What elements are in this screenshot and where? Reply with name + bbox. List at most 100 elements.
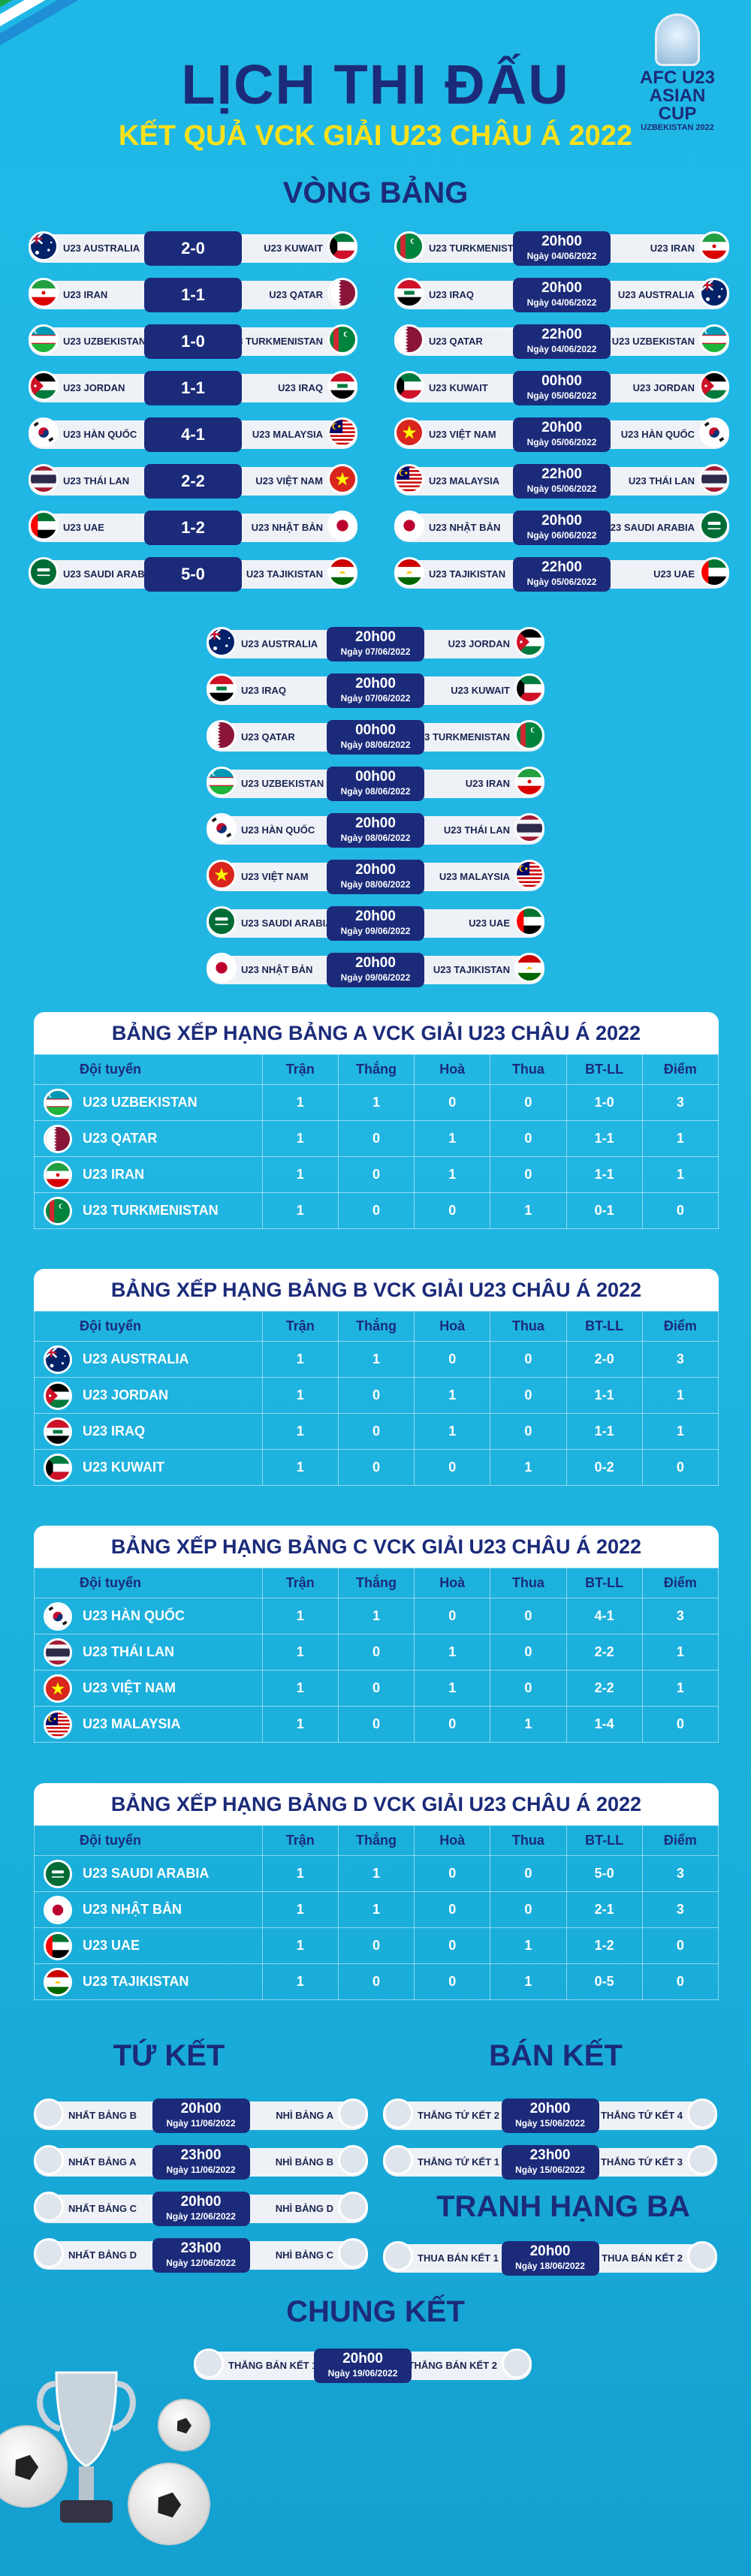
stat-l: 0 (490, 1120, 567, 1157)
result-row[interactable]: U23 UAE U23 NHẬT BẢN 1-2 (29, 511, 357, 545)
fixture-row[interactable]: U23 IRAQ U23 AUSTRALIA 20h00 Ngày 04/06/202… (394, 278, 729, 312)
team-cell: U23 IRAN (34, 1156, 263, 1193)
semifinal-row[interactable]: THẮNG TỨ KẾT 1 THẮNG TỨ KẾT 3 23h00 Ngày 15… (383, 2145, 717, 2180)
away-team-name: U23 UAE (469, 917, 510, 929)
fixture-row[interactable]: U23 KUWAIT U23 JORDAN 00h00 Ngày 05/06/2022 (394, 371, 729, 405)
standings-table: BẢNG XẾP HẠNG BẢNG B VCK GIẢI U23 CHÂU Á… (34, 1269, 719, 1486)
fixture-row[interactable]: U23 QATAR U23 UZBEKISTAN 22h00 Ngày 04/06/2… (394, 324, 729, 359)
standings-title: BẢNG XẾP HẠNG BẢNG D VCK GIẢI U23 CHÂU Á… (34, 1783, 719, 1825)
result-row[interactable]: U23 HÀN QUỐC U23 MALAYSIA 4-1 (29, 417, 357, 452)
tajikistan-flag-icon (327, 557, 357, 587)
home-team-name: U23 UZBEKISTAN (241, 778, 324, 789)
fixture-row[interactable]: U23 IRAQ U23 KUWAIT 20h00 Ngày 07/06/2022 (207, 673, 544, 708)
result-row[interactable]: U23 SAUDI ARABIA U23 TAJIKISTAN 5-0 (29, 557, 357, 592)
final-row[interactable]: THẮNG BÁN KẾT 1 THẮNG BÁN KẾT 2 20h00 Ngày … (194, 2349, 532, 2383)
fixture-row[interactable]: U23 VIỆT NAM U23 MALAYSIA 20h00 Ngày 08/06/… (207, 860, 544, 894)
team-cell: U23 MALAYSIA (34, 1706, 263, 1743)
fixture-row[interactable]: U23 UZBEKISTAN U23 IRAN 00h00 Ngày 08/06/20… (207, 767, 544, 801)
kickoff-time: 22h00 (541, 327, 582, 342)
column-header: Đội tuyển (34, 1568, 263, 1598)
third-place-row[interactable]: THUA BÁN KẾT 1 THUA BÁN KẾT 2 20h00 Ngày 18… (383, 2241, 717, 2276)
stat-d: 1 (414, 1413, 491, 1450)
result-row[interactable]: U23 UZBEKISTAN U23 TURKMENISTAN 1-0 (29, 324, 357, 359)
fixture-row[interactable]: U23 TURKMENISTAN U23 IRAN 20h00 Ngày 04/06/… (394, 231, 729, 266)
kickoff-date: Ngày 07/06/2022 (340, 646, 411, 657)
away-slot: NHÌ BẢNG C (275, 2249, 333, 2261)
standings-table: BẢNG XẾP HẠNG BẢNG A VCK GIẢI U23 CHÂU Á… (34, 1012, 719, 1229)
fixture-row[interactable]: U23 HÀN QUỐC U23 THÁI LAN 20h00 Ngày 08/06/… (207, 813, 544, 848)
uzbekistan-flag-icon (207, 767, 237, 797)
fixture-row[interactable]: U23 TAJIKISTAN U23 UAE 22h00 Ngày 05/06/202… (394, 557, 729, 592)
fixture-row[interactable]: U23 QATAR U23 TURKMENISTAN 00h00 Ngày 08/06… (207, 720, 544, 755)
home-team-name: U23 UZBEKISTAN (63, 336, 146, 347)
table-row: U23 THÁI LAN 1 0 1 0 2-2 1 (34, 1634, 719, 1671)
placeholder-ball-icon (34, 2192, 64, 2222)
stat-l: 0 (490, 1084, 567, 1121)
away-team-name: U23 THÁI LAN (443, 824, 510, 836)
result-row[interactable]: U23 THÁI LAN U23 VIỆT NAM 2-2 (29, 464, 357, 499)
home-slot: NHẤT BẢNG B (68, 2110, 137, 2121)
turkmenistan-flag-icon (44, 1196, 72, 1225)
uae-flag-icon (44, 1931, 72, 1960)
away-slot: THẮNG TỨ KẾT 4 (600, 2110, 683, 2121)
table-row: U23 KUWAIT 1 0 0 1 0-2 0 (34, 1449, 719, 1486)
result-row[interactable]: U23 AUSTRALIA U23 KUWAIT 2-0 (29, 231, 357, 266)
stat-w: 0 (337, 1449, 415, 1486)
column-header: Thua (490, 1054, 567, 1085)
away-team-name: U23 HÀN QUỐC (620, 429, 695, 440)
score-box: 1-0 (144, 324, 242, 359)
japan-flag-icon (327, 511, 357, 541)
stat-pts: 3 (641, 1084, 719, 1121)
header: LỊCH THI ĐẤU KẾT QUẢ VCK GIẢI U23 CHÂU Á… (0, 0, 751, 173)
trophy-icon (655, 14, 700, 66)
placeholder-ball-icon (502, 2349, 532, 2379)
quarterfinal-row[interactable]: NHẤT BẢNG A NHÌ BẢNG B 23h00 Ngày 11/06/202… (34, 2145, 368, 2180)
quarterfinal-row[interactable]: NHẤT BẢNG C NHÌ BẢNG D 20h00 Ngày 12/06/202… (34, 2192, 368, 2226)
kickoff-date: Ngày 05/06/2022 (526, 390, 597, 401)
turkmenistan-flag-icon (394, 231, 424, 261)
logo-line3: UZBEKISTAN 2022 (641, 123, 714, 132)
team-name: U23 HÀN QUỐC (83, 1607, 185, 1623)
qatar-flag-icon (327, 278, 357, 308)
away-team-name: U23 UAE (653, 568, 695, 580)
kickoff-date: Ngày 04/06/2022 (526, 251, 597, 261)
thailand-flag-icon (44, 1637, 72, 1667)
stat-p: 1 (261, 1891, 339, 1928)
placeholder-ball-icon (338, 2192, 368, 2222)
stat-d: 0 (414, 1963, 491, 2000)
column-header: Trận (261, 1825, 339, 1856)
saudi-flag-icon (29, 557, 59, 587)
stat-d: 0 (414, 1706, 491, 1743)
stat-w: 1 (337, 1891, 415, 1928)
stat-p: 1 (261, 1670, 339, 1707)
quarterfinal-row[interactable]: NHẤT BẢNG D NHÌ BẢNG C 23h00 Ngày 12/06/202… (34, 2238, 368, 2273)
fixture-row[interactable]: U23 NHẬT BẢN U23 TAJIKISTAN 20h00 Ngày 09/0… (207, 953, 544, 987)
quarterfinal-row[interactable]: NHẤT BẢNG B NHÌ BẢNG A 20h00 Ngày 11/06/202… (34, 2098, 368, 2133)
thailand-flag-icon (514, 813, 544, 843)
kickoff-date: Ngày 05/06/2022 (526, 437, 597, 447)
away-team-name: U23 KUWAIT (264, 243, 323, 254)
semifinal-row[interactable]: THẮNG TỨ KẾT 2 THẮNG TỨ KẾT 4 20h00 Ngày 15… (383, 2098, 717, 2133)
stat-d: 0 (414, 1855, 491, 1892)
football-icon (158, 2399, 210, 2451)
kickoff-time: 20h00 (541, 420, 582, 435)
stat-l: 0 (490, 1670, 567, 1707)
fixture-row[interactable]: U23 SAUDI ARABIA U23 UAE 20h00 Ngày 09/06/2… (207, 906, 544, 941)
kickoff-box: 00h00 Ngày 08/06/2022 (327, 720, 424, 755)
column-header: Trận (261, 1568, 339, 1598)
fixture-row[interactable]: U23 VIỆT NAM U23 HÀN QUỐC 20h00 Ngày 05/06/… (394, 417, 729, 452)
stat-p: 1 (261, 1634, 339, 1671)
fixture-row[interactable]: U23 MALAYSIA U23 THÁI LAN 22h00 Ngày 05/06/… (394, 464, 729, 499)
stat-d: 0 (414, 1598, 491, 1634)
stat-gd: 5-0 (566, 1855, 643, 1892)
team-name: U23 NHẬT BẢN (83, 1901, 182, 1917)
kickoff-date: Ngày 12/06/2022 (166, 2258, 236, 2268)
result-row[interactable]: U23 IRAN U23 QATAR 1-1 (29, 278, 357, 312)
home-team-name: U23 IRAN (63, 289, 108, 300)
result-row[interactable]: U23 JORDAN U23 IRAQ 1-1 (29, 371, 357, 405)
fixture-row[interactable]: U23 NHẬT BẢN U23 SAUDI ARABIA 20h00 Ngày 06… (394, 511, 729, 545)
kickoff-box: 00h00 Ngày 05/06/2022 (513, 371, 611, 405)
home-team-name: U23 TURKMENISTAN (429, 243, 527, 254)
fixture-row[interactable]: U23 AUSTRALIA U23 JORDAN 20h00 Ngày 07/06/2… (207, 627, 544, 661)
standings-title: BẢNG XẾP HẠNG BẢNG A VCK GIẢI U23 CHÂU Á… (34, 1012, 719, 1054)
